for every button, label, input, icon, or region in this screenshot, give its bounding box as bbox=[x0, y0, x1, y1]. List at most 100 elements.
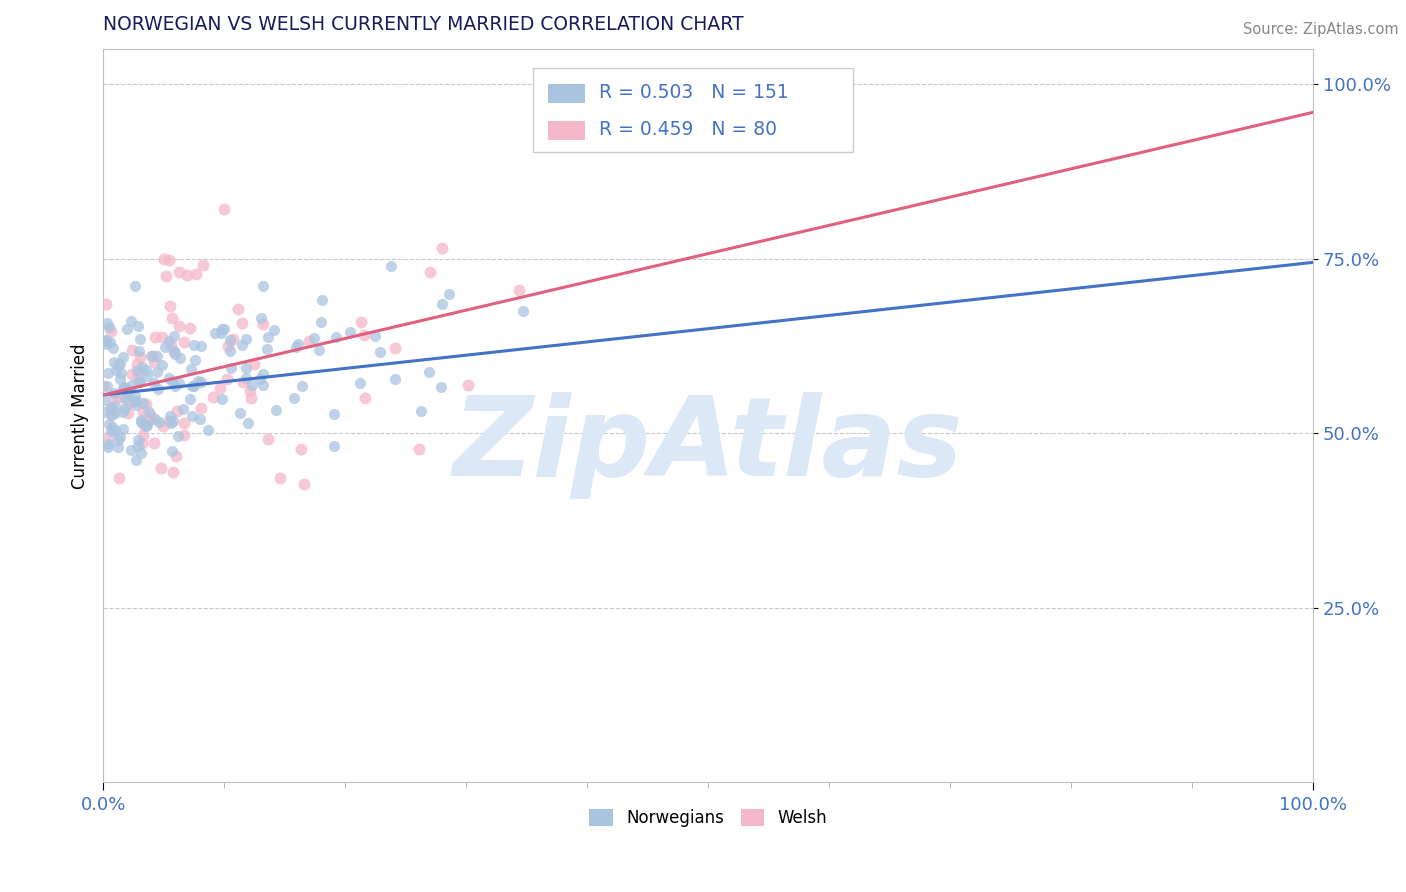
Point bbox=[215, 372, 238, 386]
FancyBboxPatch shape bbox=[533, 68, 853, 152]
Y-axis label: Currently Married: Currently Married bbox=[72, 343, 89, 489]
Point bbox=[103, 391, 125, 405]
Point bbox=[132, 428, 155, 442]
Point bbox=[100, 401, 122, 415]
Text: R = 0.503   N = 151: R = 0.503 N = 151 bbox=[599, 83, 789, 103]
Point bbox=[131, 436, 153, 450]
Point bbox=[134, 418, 156, 433]
Point bbox=[108, 471, 131, 485]
Point bbox=[180, 362, 202, 376]
Point bbox=[183, 338, 205, 352]
Point bbox=[98, 334, 121, 349]
Point bbox=[243, 357, 266, 371]
Point bbox=[121, 343, 143, 357]
Point bbox=[508, 283, 530, 297]
Point bbox=[121, 367, 143, 381]
Point bbox=[162, 444, 184, 458]
Point bbox=[363, 328, 385, 343]
Point bbox=[104, 400, 127, 414]
Point bbox=[384, 372, 406, 386]
Legend: Norwegians, Welsh: Norwegians, Welsh bbox=[589, 809, 827, 827]
Point bbox=[211, 392, 233, 407]
Point bbox=[208, 381, 231, 395]
Point bbox=[304, 331, 326, 345]
Point bbox=[239, 384, 262, 398]
Point bbox=[103, 386, 125, 401]
Point bbox=[169, 351, 191, 366]
Point bbox=[121, 378, 143, 392]
Point bbox=[457, 378, 479, 392]
Point bbox=[167, 319, 190, 334]
Point bbox=[249, 372, 271, 386]
Point bbox=[322, 407, 344, 421]
Point bbox=[190, 376, 212, 390]
FancyBboxPatch shape bbox=[548, 120, 585, 139]
Point bbox=[176, 268, 198, 282]
Point bbox=[292, 477, 315, 491]
Point bbox=[129, 413, 152, 427]
Point bbox=[138, 413, 160, 427]
Point bbox=[127, 434, 149, 448]
Point bbox=[165, 450, 187, 464]
Point bbox=[104, 363, 127, 377]
Point bbox=[146, 382, 169, 396]
Point bbox=[107, 434, 129, 448]
Point bbox=[418, 365, 440, 379]
Point bbox=[354, 391, 377, 405]
Point bbox=[100, 408, 122, 422]
Point bbox=[129, 351, 152, 365]
Point bbox=[157, 371, 180, 385]
Point bbox=[323, 439, 346, 453]
Point bbox=[114, 401, 136, 415]
Point bbox=[160, 337, 183, 351]
Point bbox=[218, 344, 240, 359]
Point bbox=[100, 407, 122, 421]
Point bbox=[143, 376, 166, 390]
Point bbox=[108, 430, 131, 444]
Point bbox=[184, 267, 207, 281]
Point bbox=[91, 379, 114, 393]
Point bbox=[159, 409, 181, 423]
Point bbox=[128, 375, 150, 389]
Point bbox=[209, 326, 232, 341]
Point bbox=[197, 423, 219, 437]
Point bbox=[129, 446, 152, 460]
Point bbox=[211, 322, 233, 336]
Point bbox=[162, 465, 184, 479]
Point bbox=[139, 349, 162, 363]
Point bbox=[162, 414, 184, 428]
Point bbox=[108, 357, 131, 371]
Point bbox=[325, 330, 347, 344]
Point bbox=[228, 406, 250, 420]
Point bbox=[111, 405, 134, 419]
Point bbox=[290, 442, 312, 457]
Point bbox=[167, 428, 190, 442]
Point bbox=[128, 375, 150, 389]
Point bbox=[173, 428, 195, 442]
Point bbox=[252, 378, 274, 392]
Point bbox=[117, 386, 139, 401]
Point bbox=[111, 422, 134, 436]
Point bbox=[127, 318, 149, 333]
Point bbox=[240, 377, 263, 392]
Point bbox=[127, 368, 149, 383]
Point bbox=[191, 258, 214, 272]
Point bbox=[173, 334, 195, 349]
Point bbox=[172, 402, 194, 417]
Point bbox=[97, 440, 120, 454]
Point bbox=[179, 320, 201, 334]
Point bbox=[226, 301, 249, 316]
Point bbox=[409, 404, 432, 418]
Point bbox=[128, 343, 150, 358]
Point bbox=[131, 359, 153, 374]
Text: ZipAtlas: ZipAtlas bbox=[453, 392, 963, 499]
Point bbox=[125, 398, 148, 412]
Point bbox=[163, 345, 186, 359]
Point bbox=[117, 384, 139, 399]
Point bbox=[437, 286, 460, 301]
Point bbox=[380, 259, 402, 273]
Point bbox=[107, 359, 129, 373]
Point bbox=[349, 376, 371, 390]
Point bbox=[94, 333, 117, 347]
Point bbox=[101, 341, 124, 355]
